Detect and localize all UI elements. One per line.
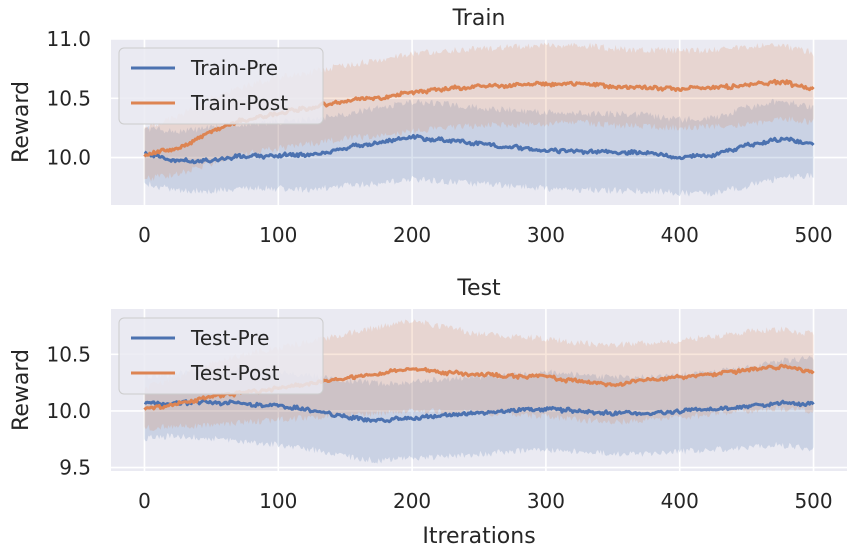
- train-x-tick-label: 500: [794, 223, 832, 247]
- train-tick-labels: 0 100 200 300 400 500 10.0 10.5 11.0: [46, 27, 832, 247]
- test-x-tick-label: 100: [259, 489, 297, 513]
- test-y-tick-label: 10.5: [46, 342, 91, 366]
- train-x-tick-label: 400: [661, 223, 699, 247]
- train-legend-label: Train-Post: [190, 91, 288, 115]
- train-x-tick-label: 200: [393, 223, 431, 247]
- test-tick-labels: 0 100 200 300 400 500 9.5 10.0 10.5: [46, 342, 832, 513]
- test-y-axis-label: Reward: [9, 349, 34, 431]
- test-x-tick-label: 300: [527, 489, 565, 513]
- train-x-tick-label: 300: [527, 223, 565, 247]
- train-legend-label: Train-Pre: [190, 56, 278, 80]
- test-x-tick-label: 0: [138, 489, 151, 513]
- train-x-tick-label: 100: [259, 223, 297, 247]
- train-panel: 0 100 200 300 400 500 10.0 10.5 11.0 Train Rewar…: [9, 6, 847, 247]
- train-y-axis-label: Reward: [9, 81, 34, 163]
- train-x-tick-label: 0: [138, 223, 151, 247]
- test-x-tick-label: 200: [393, 489, 431, 513]
- test-x-tick-label: 500: [794, 489, 832, 513]
- test-x-tick-label: 400: [661, 489, 699, 513]
- train-line-train-pre: [143, 133, 815, 165]
- test-legend-label: Test-Pre: [190, 326, 269, 350]
- test-title: Test: [456, 276, 501, 301]
- test-x-axis-label: Itrerations: [422, 524, 535, 549]
- test-legend: Test-Pre Test-Post: [118, 317, 324, 395]
- test-y-tick-label: 10.0: [46, 399, 91, 423]
- test-legend-label: Test-Post: [190, 361, 280, 385]
- train-title: Train: [452, 6, 506, 31]
- train-legend: Train-Pre Train-Post: [118, 47, 324, 125]
- train-y-tick-label: 10.0: [46, 146, 91, 170]
- test-line-test-pre: [143, 399, 815, 424]
- test-y-tick-label: 9.5: [59, 456, 91, 480]
- train-y-tick-label: 11.0: [46, 27, 91, 51]
- train-y-tick-label: 10.5: [46, 86, 91, 110]
